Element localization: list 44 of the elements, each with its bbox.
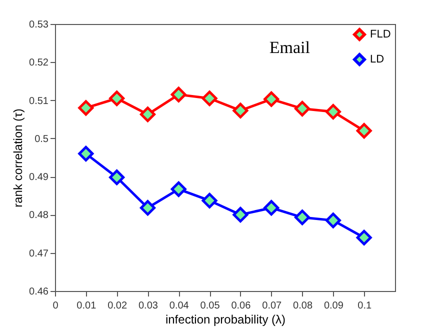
x-tick-label: 0.09 (324, 300, 344, 312)
x-tick-label: 0.08 (293, 300, 313, 312)
x-tick-label: 0.05 (200, 300, 220, 312)
y-tick-label: 0.46 (29, 286, 49, 298)
x-tick-label: 0 (52, 300, 59, 312)
x-tick-label: 0.1 (358, 300, 372, 312)
y-tick-label: 0.49 (29, 172, 49, 184)
point (140, 106, 156, 122)
point (325, 104, 341, 120)
x-tick-label: 0.02 (108, 300, 128, 312)
y-tick-label: 0.48 (29, 210, 49, 222)
point (109, 170, 125, 186)
x-tick-label: 0.01 (76, 300, 97, 312)
point (264, 200, 280, 216)
x-tick-label: 0.03 (138, 300, 158, 312)
y-tick-label: 0.53 (29, 20, 49, 30)
x-tick-label: 0.07 (262, 300, 282, 312)
y-tick-label: 0.51 (29, 96, 49, 107)
point (325, 212, 341, 228)
point (294, 100, 310, 116)
point (294, 210, 310, 226)
y-tick-label: 0.47 (29, 248, 49, 260)
point (202, 90, 218, 106)
point (170, 86, 186, 102)
point (356, 230, 372, 246)
point (170, 181, 186, 197)
x-tick-label: 0.04 (169, 300, 190, 312)
x-tick-label: 0.06 (231, 300, 252, 312)
point (232, 206, 248, 222)
x-axis-title: infection probability (λ) (165, 312, 286, 326)
point (140, 200, 156, 216)
point (78, 100, 94, 116)
point (264, 91, 280, 107)
legend-label: FLD (370, 28, 391, 40)
legend-label: LD (370, 54, 384, 66)
text: Email (269, 38, 310, 57)
point (232, 102, 248, 118)
point (356, 123, 372, 139)
y-tick-label: 0.52 (29, 58, 49, 69)
point (78, 146, 94, 162)
y-axis-title: rank correlation (τ) (11, 108, 26, 208)
point (109, 90, 125, 106)
y-tick-label: 0.5 (34, 134, 49, 145)
point (202, 192, 218, 208)
